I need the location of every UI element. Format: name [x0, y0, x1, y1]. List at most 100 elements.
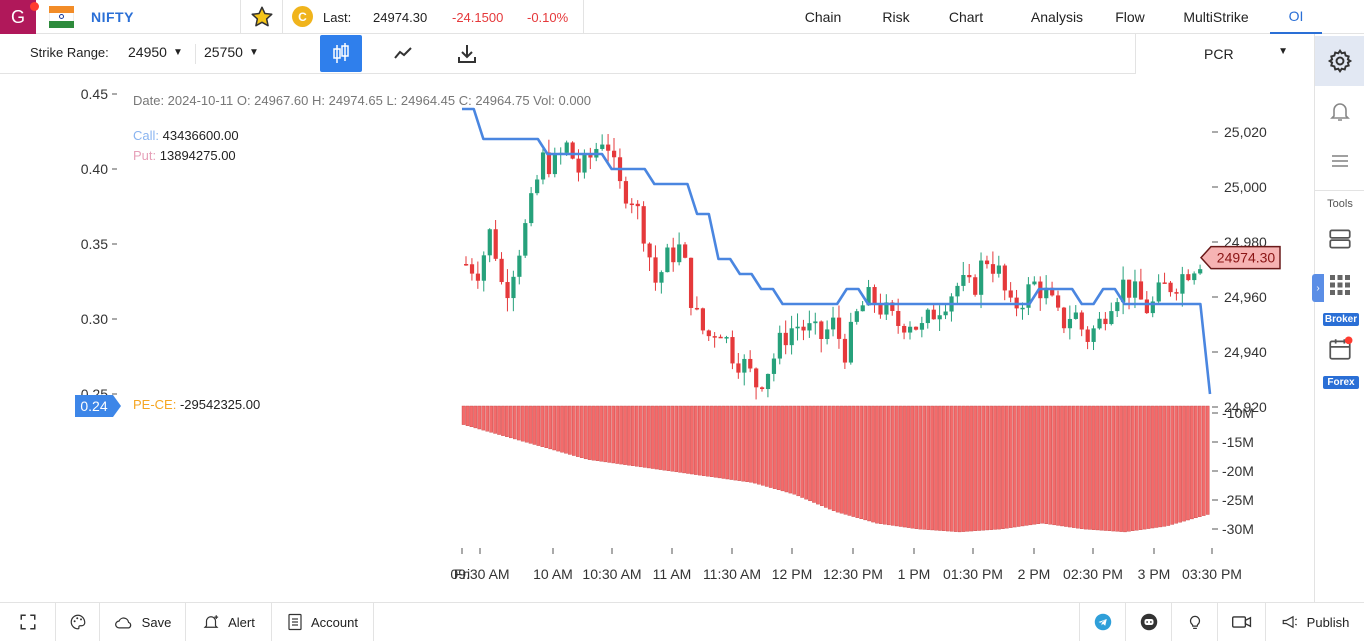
- alert-label: Alert: [228, 614, 255, 630]
- chart-toolbar: Strike Range: 24950 ▼ 25750 ▼: [0, 34, 1136, 74]
- candle-body: [1044, 287, 1049, 299]
- fullscreen-button[interactable]: [0, 603, 56, 641]
- tab-multistrike[interactable]: MultiStrike: [1183, 9, 1249, 25]
- pece-bar: [1095, 405, 1100, 531]
- pcr-axis-tick-label: 0.35: [81, 236, 108, 252]
- candle-body: [606, 144, 611, 151]
- chevron-down-icon: ▼: [172, 46, 183, 58]
- pece-bar: [1044, 405, 1049, 524]
- pcr-axis-tick-label: 0.40: [81, 161, 108, 177]
- candle-body: [659, 272, 664, 283]
- video-button[interactable]: [1217, 603, 1265, 641]
- pece-bar: [694, 405, 698, 475]
- pece-bar: [894, 405, 899, 527]
- discord-button[interactable]: [1125, 603, 1171, 641]
- pece-bar: [1005, 405, 1009, 529]
- tab-analysis[interactable]: Analysis: [1030, 9, 1084, 25]
- candle-body: [860, 305, 865, 312]
- pece-bar: [965, 405, 970, 532]
- pece-label: PE-CE:: [133, 397, 177, 412]
- pece-bar: [1174, 405, 1178, 524]
- call-readout: Call: 43436600.00: [133, 128, 239, 143]
- candle-body: [742, 358, 747, 373]
- candle-body: [1127, 279, 1132, 298]
- pece-bar: [568, 405, 572, 455]
- star-icon[interactable]: [249, 4, 275, 30]
- pece-bar: [859, 405, 864, 519]
- tips-button[interactable]: [1171, 603, 1217, 641]
- candle-body: [1032, 281, 1037, 285]
- x-axis-tick-label: 1 PM: [898, 566, 931, 582]
- pece-bar: [761, 405, 765, 486]
- pece-bar: [520, 405, 525, 442]
- line-chart-icon[interactable]: [392, 42, 416, 66]
- settings-button[interactable]: [1315, 36, 1364, 86]
- strike-from-select[interactable]: 24950 ▼: [128, 44, 183, 60]
- indicator-value: PCR: [1204, 46, 1234, 62]
- pece-bar: [922, 405, 927, 530]
- candle-body: [570, 142, 575, 159]
- candle-body: [683, 244, 688, 258]
- pece-bar: [701, 405, 706, 476]
- candle-body: [783, 332, 788, 346]
- x-axis-tick-label: 11 AM: [653, 566, 692, 582]
- x-axis-tick-label: 10:30 AM: [582, 566, 641, 582]
- cloud-icon: [114, 617, 131, 629]
- indicator-select[interactable]: PCR ▼: [1204, 46, 1288, 62]
- lightbulb-icon: [1189, 615, 1200, 629]
- publish-button[interactable]: Publish: [1265, 603, 1364, 641]
- tab-oi[interactable]: OI: [1270, 0, 1322, 34]
- pece-bar: [1009, 405, 1013, 528]
- candlestick-button[interactable]: [320, 35, 362, 72]
- server-tool-button[interactable]: [1315, 214, 1364, 264]
- strike-to-select[interactable]: 25750 ▼: [204, 44, 259, 60]
- alert-button[interactable]: Alert: [186, 603, 272, 641]
- candle-body: [487, 229, 492, 256]
- alerts-button[interactable]: [1315, 86, 1364, 136]
- candle-body: [1162, 282, 1167, 284]
- tab-chart[interactable]: Chart: [948, 9, 984, 25]
- symbol-name[interactable]: NIFTY: [91, 9, 134, 25]
- pece-bar: [1170, 405, 1175, 525]
- pece-bar: [808, 405, 812, 502]
- expand-panel-handle[interactable]: ›: [1312, 274, 1324, 302]
- price-axis-tick-label: 24,920: [1224, 399, 1267, 415]
- put-label: Put:: [133, 148, 157, 163]
- pece-bar: [1060, 405, 1064, 527]
- candle-body: [854, 311, 859, 322]
- telegram-button[interactable]: [1079, 603, 1125, 641]
- calendar-tool-button[interactable]: [1315, 324, 1364, 374]
- grid-tool-button[interactable]: [1315, 260, 1364, 310]
- pece-bar: [489, 405, 493, 433]
- pece-bar: [969, 405, 974, 532]
- tab-risk[interactable]: Risk: [882, 9, 910, 25]
- theme-button[interactable]: [56, 603, 100, 641]
- oi-chart[interactable]: 0.45 0.40 0.35 0.30 0.25 25,020 25,000 24,980 24…: [0, 74, 1314, 602]
- tab-chain[interactable]: Chain: [804, 9, 842, 25]
- candle-body: [517, 255, 522, 277]
- pece-bar: [650, 405, 655, 469]
- candle-body: [825, 329, 830, 340]
- candle-body: [878, 303, 883, 315]
- fullscreen-icon: [20, 614, 35, 630]
- strike-to-value: 25750: [204, 44, 243, 60]
- pece-bar: [564, 405, 568, 454]
- coin-icon[interactable]: C: [292, 6, 313, 27]
- candle-body: [600, 144, 605, 149]
- forex-badge[interactable]: Forex: [1323, 376, 1359, 389]
- candle-body: [1020, 307, 1025, 310]
- pece-bar: [623, 405, 627, 465]
- watchlist-button[interactable]: [1315, 136, 1364, 186]
- candle-body: [836, 317, 842, 339]
- download-icon[interactable]: [455, 42, 479, 66]
- chart-canvas[interactable]: 0.450.400.350.300.2525,02025,00024,98024…: [0, 74, 1314, 602]
- broker-badge[interactable]: Broker: [1323, 313, 1359, 326]
- account-button[interactable]: Account: [272, 603, 374, 641]
- pece-bar: [902, 405, 907, 528]
- alarm-icon: [203, 615, 219, 628]
- candle-body: [1056, 295, 1061, 308]
- pece-bar: [532, 405, 537, 445]
- palette-icon: [70, 614, 85, 630]
- tab-flow[interactable]: Flow: [1115, 9, 1145, 25]
- save-button[interactable]: Save: [100, 603, 186, 641]
